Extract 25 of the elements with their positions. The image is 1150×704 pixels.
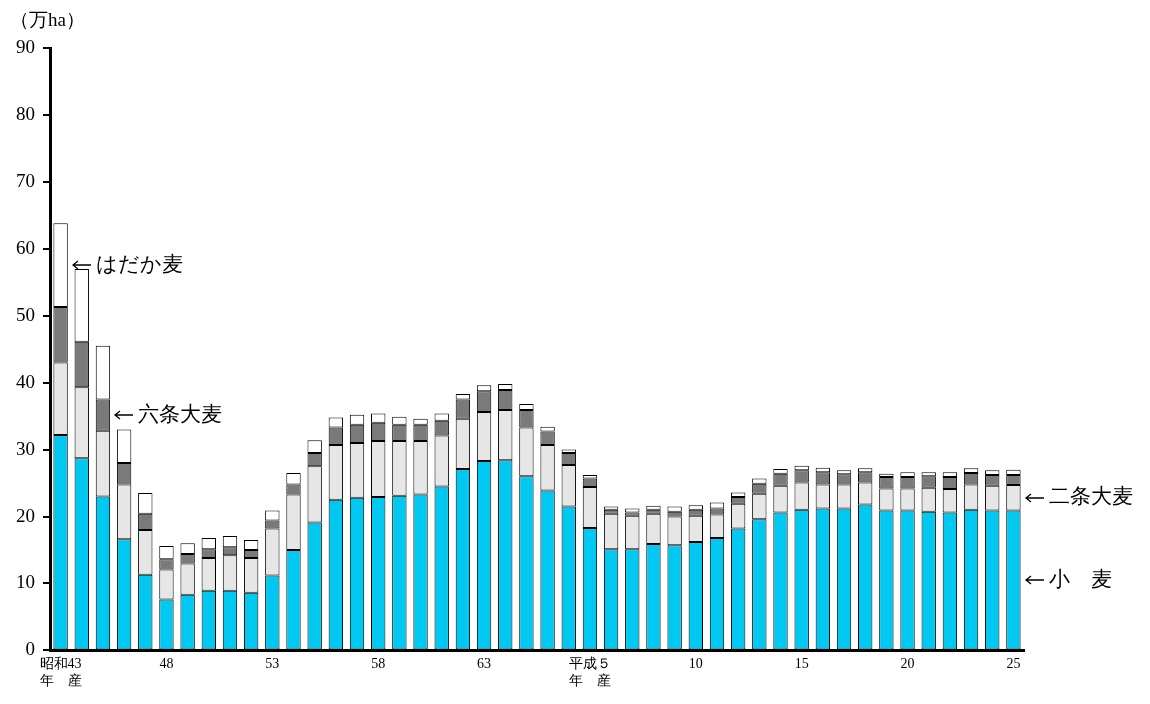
series-label: 二条大麦	[1048, 484, 1133, 509]
x-tick-label: 10	[688, 656, 703, 672]
x-tick-label: 58	[371, 656, 386, 672]
x-tick-label: 平成５年 産	[568, 656, 611, 689]
y-tick-label: 30	[16, 437, 35, 459]
series-label: 六条大麦	[138, 401, 223, 426]
series-label: 小 麦	[1048, 566, 1112, 591]
x-tick-label: 48	[159, 656, 174, 672]
x-tick-label: 15	[794, 656, 809, 672]
x-tick-label: 20	[900, 656, 915, 672]
x-tick-label: 昭和43年 産	[39, 656, 82, 689]
y-tick-label: 40	[16, 370, 35, 392]
y-tick-label: 0	[25, 638, 35, 660]
y-axis-title: （万ha）	[10, 9, 85, 31]
y-tick-label: 70	[16, 169, 35, 191]
x-tick-label: 63	[477, 656, 492, 672]
x-tick-label: 25	[1006, 656, 1021, 672]
y-tick-label: 80	[16, 102, 35, 124]
y-tick-label: 60	[16, 236, 35, 258]
series-label: はだか麦	[95, 251, 183, 276]
y-tick-label: 50	[16, 303, 35, 325]
y-tick-label: 20	[16, 504, 35, 526]
y-tick-label: 10	[16, 571, 35, 593]
x-tick-label: 53	[265, 656, 280, 672]
y-tick-label: 90	[16, 35, 35, 57]
